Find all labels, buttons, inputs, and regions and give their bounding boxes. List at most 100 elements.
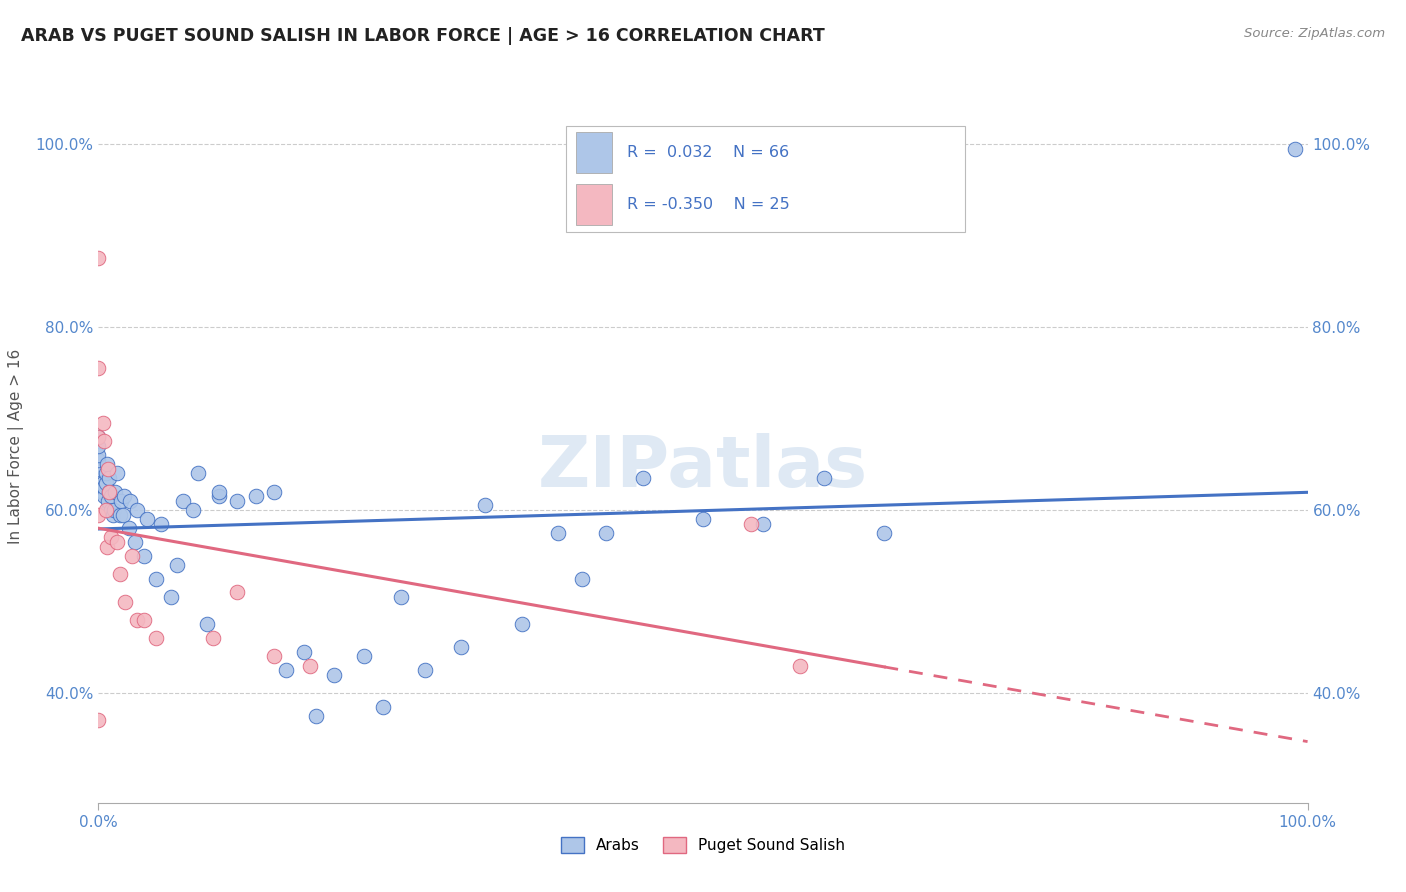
Point: [692, 512, 714, 526]
Point: [100, 489, 122, 503]
Point: [93, 489, 115, 503]
Point: [96, 540, 118, 554]
Point: [145, 631, 167, 645]
Point: [299, 658, 322, 673]
Point: [150, 516, 173, 531]
Point: [91, 475, 114, 490]
Point: [104, 484, 127, 499]
Point: [98, 471, 121, 485]
Point: [208, 489, 231, 503]
Point: [127, 503, 149, 517]
Point: [135, 512, 157, 526]
Point: [105, 467, 128, 481]
Point: [353, 649, 375, 664]
Point: [97, 503, 120, 517]
Point: [134, 549, 156, 563]
Point: [740, 516, 762, 531]
Point: [195, 617, 218, 632]
Point: [87, 452, 110, 467]
Point: [98, 484, 121, 499]
Point: [87, 430, 110, 444]
Point: [1284, 142, 1306, 156]
Point: [631, 471, 654, 485]
Point: [114, 594, 136, 608]
Point: [413, 663, 436, 677]
Point: [108, 567, 131, 582]
Text: R =  0.032    N = 66: R = 0.032 N = 66: [627, 145, 789, 161]
Text: R = -0.350    N = 25: R = -0.350 N = 25: [627, 197, 790, 212]
Point: [98, 484, 121, 499]
Point: [166, 558, 188, 572]
Y-axis label: In Labor Force | Age > 16: In Labor Force | Age > 16: [8, 349, 24, 543]
Point: [226, 585, 249, 599]
Point: [87, 714, 110, 728]
Point: [87, 439, 110, 453]
Point: [105, 535, 128, 549]
Point: [100, 531, 122, 545]
Point: [263, 649, 285, 664]
Point: [121, 549, 143, 563]
Point: [87, 448, 110, 462]
Point: [172, 494, 194, 508]
Point: [108, 508, 131, 522]
Point: [571, 572, 593, 586]
Point: [181, 503, 204, 517]
Point: [160, 590, 183, 604]
Point: [245, 489, 267, 503]
Point: [97, 462, 120, 476]
Point: [111, 508, 134, 522]
Point: [474, 499, 496, 513]
Point: [389, 590, 412, 604]
Point: [93, 480, 115, 494]
Point: [93, 434, 115, 449]
Point: [371, 699, 394, 714]
Point: [91, 484, 114, 499]
Point: [87, 252, 110, 266]
Point: [87, 361, 110, 376]
Point: [134, 613, 156, 627]
Point: [145, 572, 167, 586]
Legend: Arabs, Puget Sound Salish: Arabs, Puget Sound Salish: [555, 831, 851, 859]
Point: [450, 640, 472, 655]
Point: [87, 462, 110, 476]
Point: [789, 658, 811, 673]
Point: [87, 430, 110, 444]
FancyBboxPatch shape: [567, 127, 966, 232]
Point: [97, 494, 120, 508]
Point: [263, 484, 285, 499]
Point: [305, 709, 328, 723]
Point: [202, 631, 225, 645]
Point: [118, 494, 141, 508]
Point: [124, 535, 146, 549]
Point: [292, 645, 315, 659]
Point: [101, 508, 124, 522]
Text: ARAB VS PUGET SOUND SALISH IN LABOR FORCE | AGE > 16 CORRELATION CHART: ARAB VS PUGET SOUND SALISH IN LABOR FORC…: [21, 27, 825, 45]
Point: [91, 416, 114, 430]
Point: [94, 467, 117, 481]
Point: [595, 525, 617, 540]
Point: [274, 663, 297, 677]
Text: ZIPatlas: ZIPatlas: [538, 433, 868, 502]
Point: [323, 667, 346, 681]
Point: [103, 503, 125, 517]
Point: [752, 516, 775, 531]
FancyBboxPatch shape: [576, 184, 613, 226]
Point: [100, 503, 122, 517]
Point: [94, 503, 117, 517]
Point: [112, 489, 135, 503]
Point: [226, 494, 249, 508]
Point: [87, 471, 110, 485]
Point: [813, 471, 835, 485]
Point: [873, 525, 896, 540]
Point: [127, 613, 149, 627]
Point: [510, 617, 533, 632]
Point: [87, 508, 110, 522]
FancyBboxPatch shape: [576, 132, 613, 173]
Text: Source: ZipAtlas.com: Source: ZipAtlas.com: [1244, 27, 1385, 40]
Point: [96, 458, 118, 472]
Point: [110, 494, 132, 508]
Point: [94, 475, 117, 490]
Point: [118, 521, 141, 535]
Point: [208, 484, 231, 499]
Point: [547, 525, 569, 540]
